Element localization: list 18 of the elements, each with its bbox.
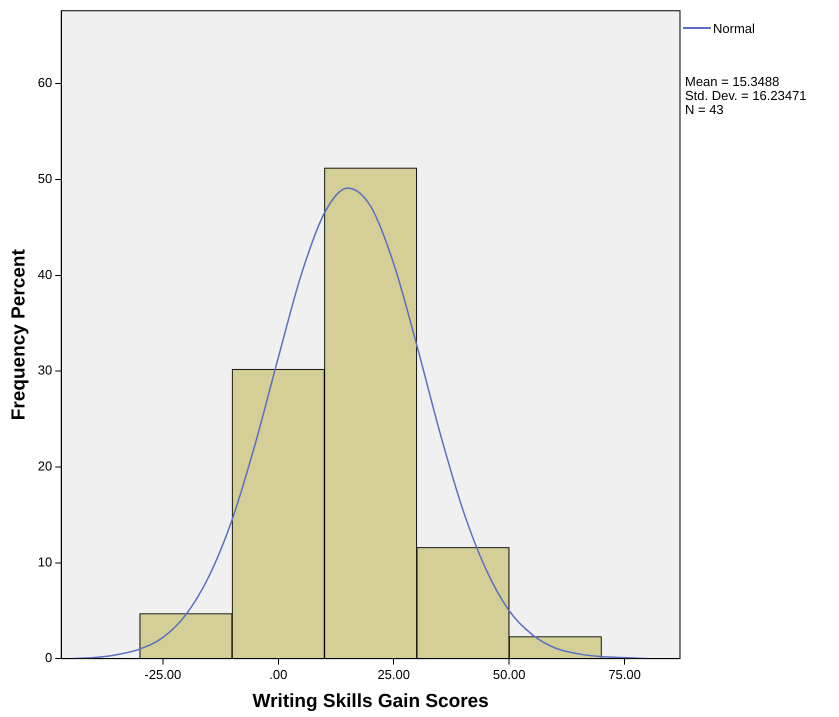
- y-tick-label: 20: [38, 458, 52, 474]
- x-tick-label: .00: [269, 666, 288, 682]
- y-axis-title: Frequency Percent: [8, 248, 30, 420]
- y-tick-label: 60: [38, 75, 52, 90]
- text: Mean = 15.3488: [685, 74, 780, 89]
- x-tick-label: 50.00: [492, 666, 526, 682]
- y-tick-label: 40: [38, 266, 52, 282]
- x-tick-label: -25.00: [144, 666, 182, 682]
- y-tick-label: 0: [45, 650, 52, 666]
- y-tick-label: 10: [38, 554, 52, 570]
- y-tick-label: 30: [38, 362, 52, 378]
- x-tick-label: 75.00: [608, 666, 641, 682]
- x-tick-label: 25.00: [377, 666, 410, 682]
- text: N = 43: [685, 102, 725, 117]
- y-tick-label: 50: [38, 171, 52, 186]
- legend-label: Normal: [713, 20, 755, 36]
- x-axis-title: Writing Skills Gain Scores: [252, 690, 489, 712]
- text: Std. Dev. = 16.23471: [685, 88, 807, 103]
